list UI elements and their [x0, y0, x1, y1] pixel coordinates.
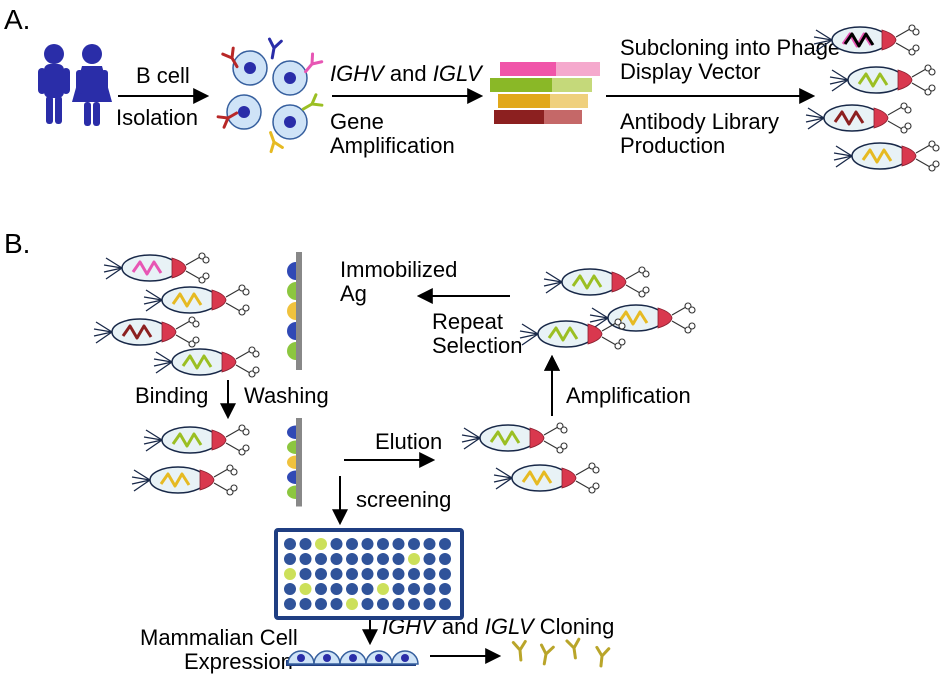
mammalian-cells [286, 651, 418, 666]
people-icon [38, 44, 112, 126]
eluted-phages [462, 423, 599, 493]
panning-top [94, 252, 302, 377]
bcells [218, 39, 322, 151]
output-antibodies [513, 639, 608, 666]
well-plate-wells [276, 530, 462, 618]
figure-svg [0, 0, 948, 693]
phage-library [806, 25, 939, 171]
panning-bound [132, 418, 302, 507]
gene-bands [490, 62, 600, 124]
figure-canvas: A. B. B cell Isolation IGHV and IGLV Gen… [0, 0, 948, 693]
amplified-phages [520, 267, 695, 349]
